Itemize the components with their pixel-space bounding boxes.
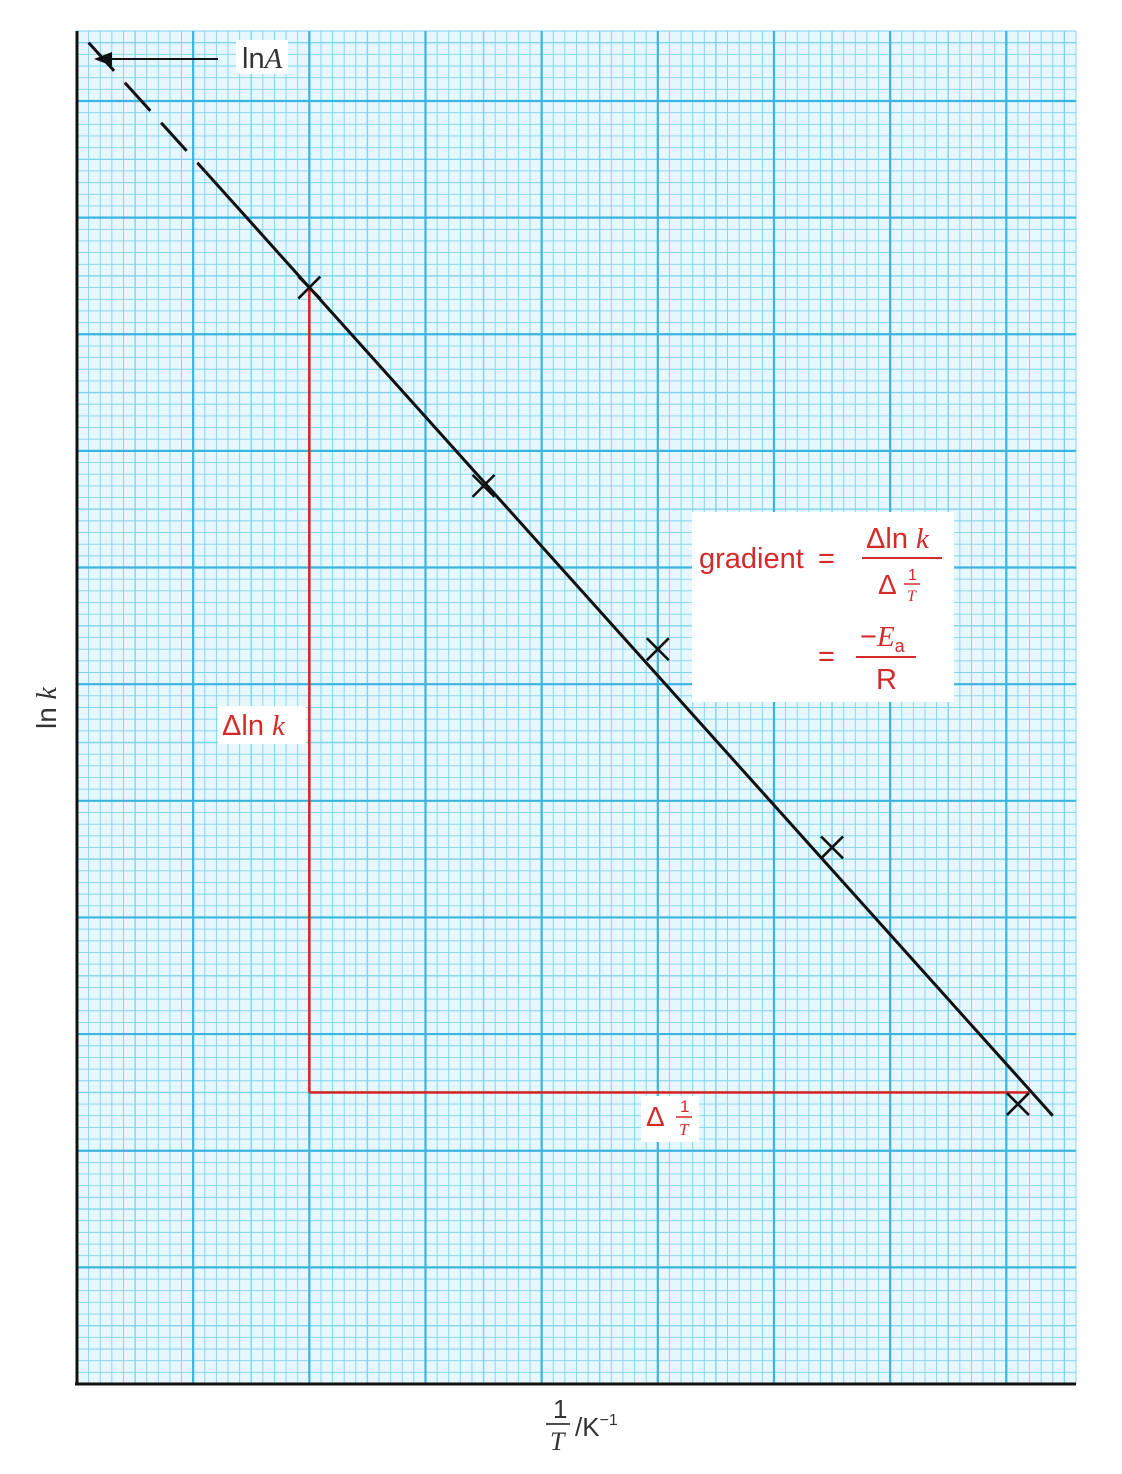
data-point-stroke	[471, 473, 496, 498]
intercept-label-bg	[236, 40, 288, 74]
intercept-label: lnA	[242, 43, 283, 75]
data-point	[297, 275, 322, 300]
intercept-annotation: lnA	[94, 40, 288, 75]
delta-inv-t-denominator: T	[679, 1120, 690, 1139]
delta-inv-t-label-bg	[641, 1096, 699, 1142]
y-axis-label: ln k	[31, 686, 63, 729]
data-point	[645, 637, 670, 662]
x-axis-label-denominator: T	[550, 1427, 566, 1456]
gradient-lhs: gradient	[699, 543, 804, 575]
gradient-frac1-den-delta: Δ	[878, 569, 897, 600]
data-point-stroke	[820, 835, 844, 860]
delta-lnk-label: Δln k	[222, 710, 286, 742]
gradient-box-bg	[692, 512, 954, 702]
data-point-stroke	[297, 275, 322, 300]
delta-inv-t-numerator: 1	[680, 1097, 689, 1116]
gradient-frac2-numerator: −Ea	[860, 621, 906, 656]
intercept-arrow-head	[94, 52, 112, 66]
delta-lnk-label-bg	[218, 706, 306, 744]
data-point	[1005, 1092, 1030, 1116]
x-axis-label-numerator: 1	[553, 1394, 567, 1424]
delta-lnk-label-group: Δln k	[218, 706, 306, 744]
data-point	[471, 473, 496, 498]
gradient-frac1-den-den: T	[907, 588, 917, 605]
gradient-frac1-numerator: Δln k	[866, 523, 930, 555]
gradient-frac1-den-num: 1	[908, 567, 917, 584]
data-point-stroke	[1005, 1092, 1030, 1116]
gradient-equals-2: =	[818, 641, 835, 673]
data-point	[820, 835, 844, 860]
delta-inv-t-label-group: Δ 1 T	[641, 1096, 699, 1142]
x-axis-label: 1 T /K−1	[546, 1394, 618, 1456]
gradient-construction-triangle	[308, 287, 1030, 1094]
gradient-equation-box: gradient = Δln k Δ 1 T = −Ea R	[692, 512, 954, 702]
data-point-stroke	[645, 637, 670, 662]
gradient-frac2-denominator: R	[876, 664, 897, 696]
data-points	[297, 275, 1030, 1116]
best-fit-line	[203, 169, 1054, 1117]
gradient-equals-1: =	[818, 543, 835, 575]
x-axis-label-unit: /K−1	[575, 1412, 618, 1442]
delta-symbol: Δ	[646, 1101, 665, 1132]
